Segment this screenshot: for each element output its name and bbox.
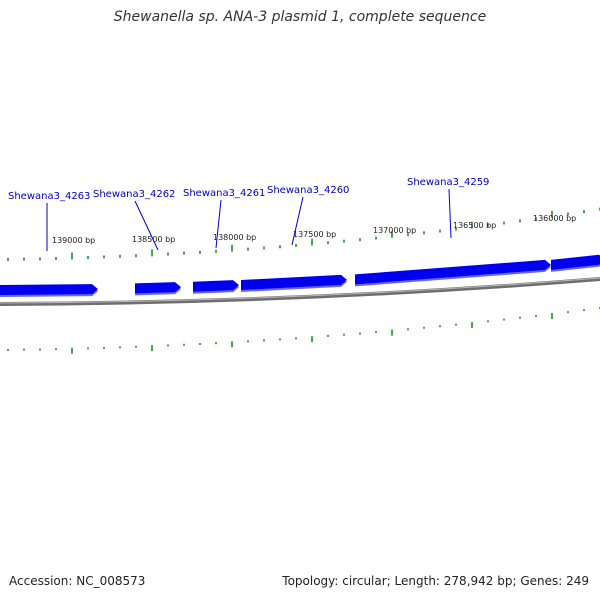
gene-arrow[interactable]: [193, 280, 239, 292]
gene-label[interactable]: Shewana3_4262: [93, 189, 175, 200]
gene-track: [0, 254, 600, 297]
position-labels: 139000 bp 138500 bp 138000 bp 137500 bp …: [52, 214, 576, 245]
gene-arrow[interactable]: [0, 284, 98, 295]
gene-label-leaders: [46, 188, 452, 251]
position-label: 136000 bp: [533, 214, 576, 223]
gene-label[interactable]: Shewana3_4263: [8, 191, 90, 202]
position-label: 138500 bp: [132, 235, 175, 244]
topology-summary-text: Topology: circular; Length: 278,942 bp; …: [282, 574, 589, 588]
tick-row-lower: [7, 307, 600, 354]
label-leader-line: [134, 200, 159, 251]
gene-arrow[interactable]: [241, 274, 347, 290]
sequence-backbone-highlight: [0, 277, 600, 304]
gene-labels: Shewana3_4263 Shewana3_4262 Shewana3_426…: [8, 177, 489, 202]
sequence-backbone: [0, 277, 600, 306]
position-label: 137000 bp: [373, 226, 416, 235]
gene-arrow[interactable]: [135, 282, 181, 294]
gene-label[interactable]: Shewana3_4259: [407, 177, 489, 188]
position-label: 136500 bp: [453, 221, 496, 230]
label-leader-line: [291, 196, 304, 246]
position-label: 139000 bp: [52, 236, 95, 245]
tick-row-upper: [7, 207, 600, 261]
position-label: 137500 bp: [293, 230, 336, 239]
gene-label[interactable]: Shewana3_4260: [267, 185, 349, 196]
gene-label[interactable]: Shewana3_4261: [183, 188, 265, 199]
map-title: Shewanella sp. ANA-3 plasmid 1, complete…: [113, 9, 487, 25]
position-label: 138000 bp: [213, 233, 256, 242]
gene-arrow[interactable]: [551, 254, 600, 270]
accession-text: Accession: NC_008573: [9, 574, 146, 588]
label-leader-line: [215, 199, 222, 249]
gene-arrow[interactable]: [355, 259, 551, 285]
label-leader-line: [448, 188, 452, 239]
